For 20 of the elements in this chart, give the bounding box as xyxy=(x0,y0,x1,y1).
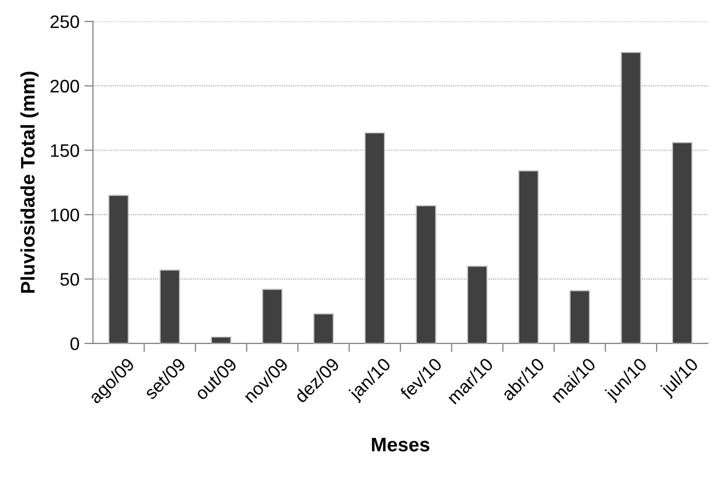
bar xyxy=(262,288,283,344)
y-tick-label: 200 xyxy=(50,80,80,93)
y-tick-label: 0 xyxy=(70,337,80,350)
y-tick-label: 250 xyxy=(50,15,80,28)
y-tick-label: 100 xyxy=(51,208,80,222)
bar xyxy=(160,269,180,344)
bar xyxy=(108,194,129,344)
bar xyxy=(672,142,693,344)
bar xyxy=(569,290,590,344)
y-axis-title: Pluviosidade Total (mm) xyxy=(20,72,39,293)
bar xyxy=(416,205,436,344)
y-tick-label: 50 xyxy=(60,272,80,286)
y-tick-label: 150 xyxy=(51,144,80,157)
bar xyxy=(313,313,334,344)
bar xyxy=(364,132,386,344)
bar xyxy=(518,170,539,344)
bar xyxy=(466,266,488,344)
bar xyxy=(210,336,232,344)
x-axis-title: Meses xyxy=(372,438,430,452)
bar xyxy=(620,52,642,344)
